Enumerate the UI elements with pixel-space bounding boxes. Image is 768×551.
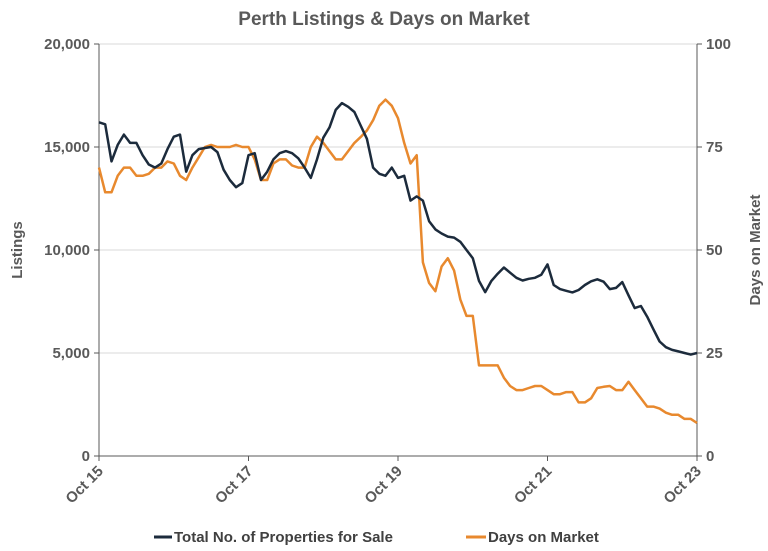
y-axis-label: Listings xyxy=(9,221,26,279)
series-lines xyxy=(97,98,698,425)
y2-tick-label: 100 xyxy=(706,36,731,53)
x-tick-label: Oct 23 xyxy=(660,463,704,507)
x-tick-label: Oct 15 xyxy=(62,463,106,507)
y-tick-label: 15,000 xyxy=(44,139,90,156)
x-tick-label: Oct 21 xyxy=(511,463,555,507)
y2-tick-label: 0 xyxy=(706,448,714,465)
x-tick-label: Oct 19 xyxy=(361,463,405,507)
y2-tick-label: 75 xyxy=(706,139,723,156)
series-line-listings xyxy=(98,101,698,356)
gridlines xyxy=(99,43,697,354)
series-line-days-on-market xyxy=(97,98,698,425)
y-tick-label: 20,000 xyxy=(44,36,90,53)
axes: 0 0 5,000 25 10,000 50 15,000 75 20,000 100 Oct 15… xyxy=(44,36,731,507)
legend-label-dom: Days on Market xyxy=(488,529,599,546)
legend-label-listings: Total No. of Properties for Sale xyxy=(174,529,393,546)
y2-axis-label: Days on Market xyxy=(747,195,764,306)
chart-title: Perth Listings & Days on Market xyxy=(238,9,530,30)
y-tick-label: 5,000 xyxy=(52,345,90,362)
y2-tick-label: 25 xyxy=(706,345,723,362)
y-tick-label: 0 xyxy=(82,448,90,465)
y-tick-label: 10,000 xyxy=(44,242,90,259)
x-tick-label: Oct 17 xyxy=(212,463,256,507)
legend: Total No. of Properties for Sale Days on… xyxy=(154,529,599,546)
y2-tick-label: 50 xyxy=(706,242,723,259)
